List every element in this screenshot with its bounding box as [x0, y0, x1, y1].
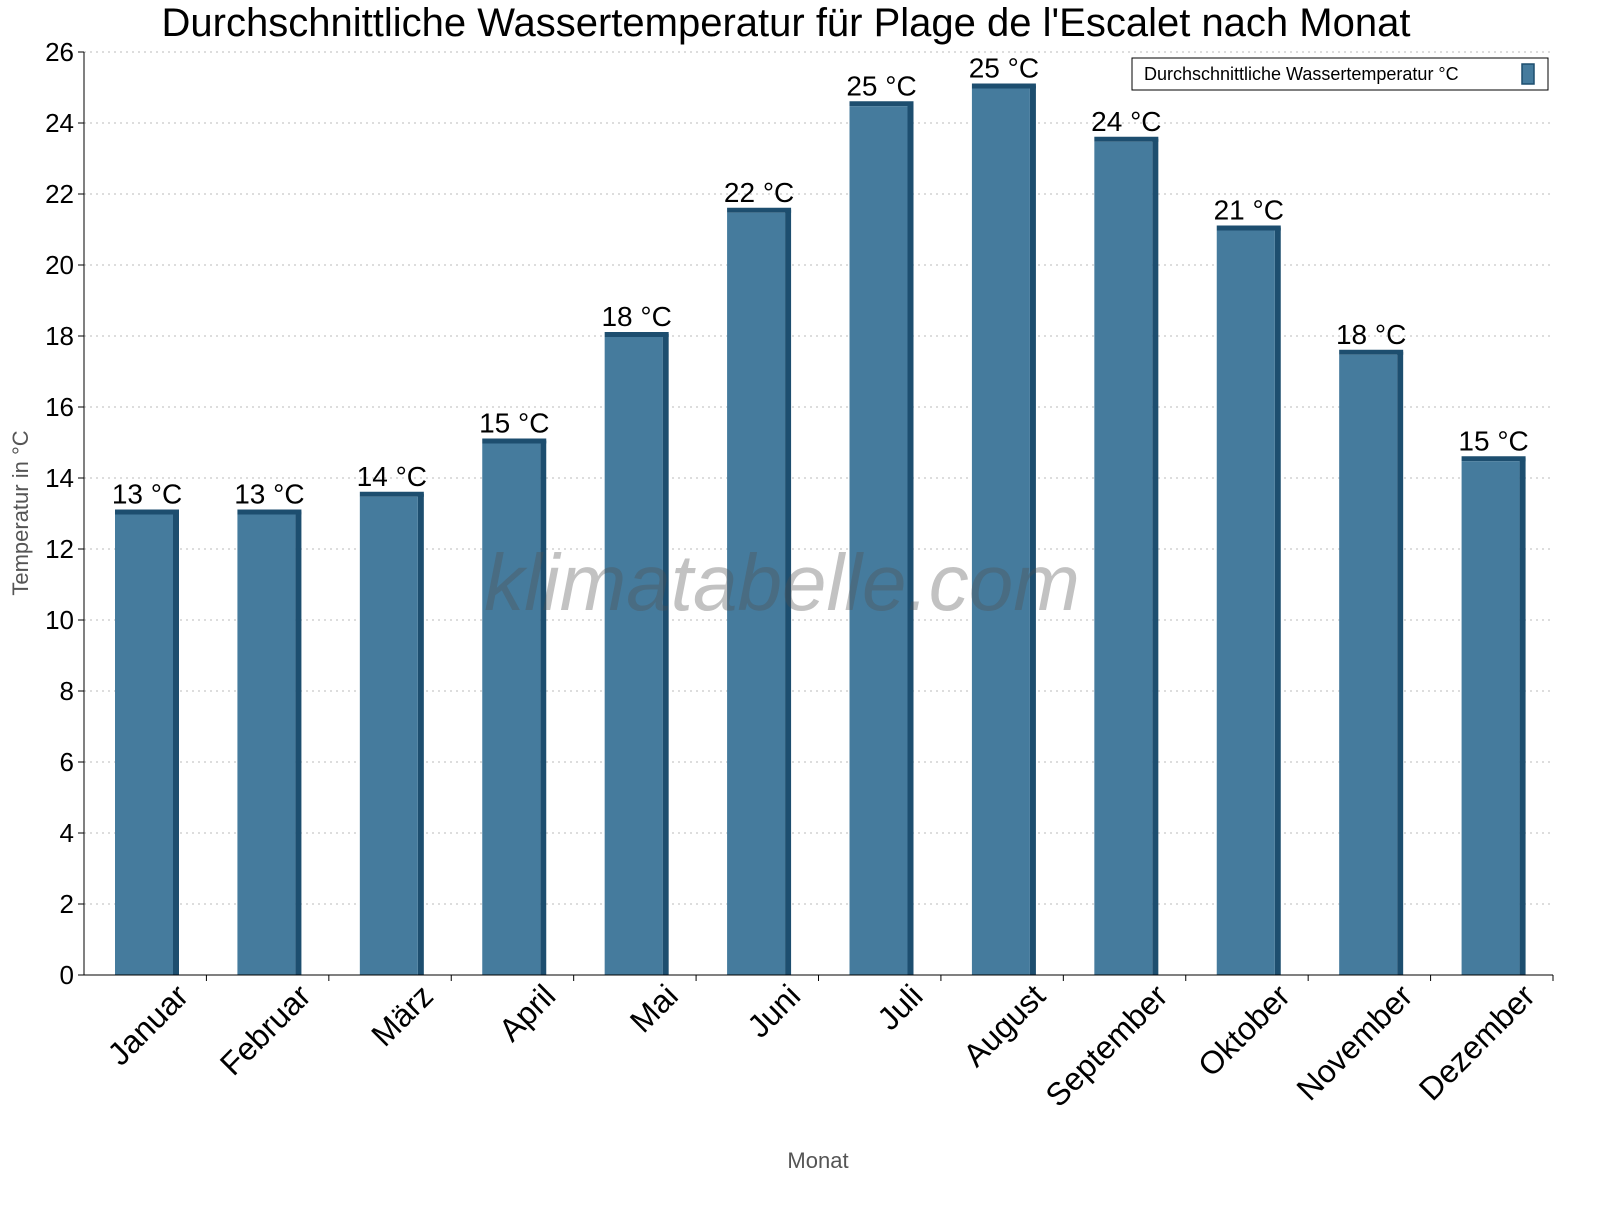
bar-top — [1461, 456, 1526, 462]
bar-group: 25 °C — [846, 70, 917, 975]
bar-side — [1029, 85, 1036, 975]
bar-group: 18 °C — [601, 301, 672, 975]
legend-swatch — [1521, 63, 1535, 85]
bar-side — [1397, 351, 1404, 975]
bar — [1339, 354, 1398, 975]
bar-top — [1339, 349, 1404, 355]
data-label: 24 °C — [1091, 106, 1161, 137]
bar-top — [359, 491, 424, 497]
bar-side — [662, 334, 669, 975]
bar-side — [173, 511, 179, 975]
data-label: 25 °C — [969, 53, 1039, 84]
bar — [727, 212, 786, 975]
bars: 13 °C 13 °C 14 °C 15 °C 18 °C 22 °C 25 °C 25 °C… — [112, 53, 1529, 975]
bar-side — [417, 493, 424, 975]
bar-top — [849, 101, 914, 107]
bar — [115, 514, 173, 975]
y-tick-label: 12 — [45, 534, 74, 564]
y-axis-label: Temperatur in °C — [8, 430, 33, 595]
x-axis-label: Monat — [787, 1148, 848, 1173]
bar-group: 18 °C — [1336, 319, 1406, 975]
bar-group: 22 °C — [724, 177, 794, 975]
bar — [237, 514, 296, 975]
x-tick-label: Februar — [213, 977, 318, 1082]
legend: Durchschnittliche Wassertemperatur °C — [1131, 57, 1549, 91]
x-tick-label: März — [364, 977, 440, 1053]
data-label: 15 °C — [1458, 425, 1528, 456]
data-label: 14 °C — [357, 461, 427, 492]
bar-group: 14 °C — [357, 461, 427, 975]
legend-label: Durchschnittliche Wassertemperatur °C — [1144, 64, 1459, 84]
bar-group: 13 °C — [112, 479, 182, 975]
bar-top — [971, 83, 1036, 89]
bar-top — [1216, 225, 1281, 231]
x-tick-label: August — [956, 977, 1052, 1073]
y-tick-label: 24 — [45, 108, 74, 138]
watermark: klimatabelle.com — [484, 538, 1080, 627]
bar-side — [1274, 227, 1281, 975]
x-tick-label: Mai — [623, 977, 685, 1039]
bar — [604, 337, 663, 975]
bar-top — [482, 438, 547, 444]
bar-top — [237, 509, 302, 515]
bar-top — [604, 332, 669, 337]
bar — [971, 88, 1030, 975]
bar-side — [907, 103, 914, 975]
y-tick-label: 26 — [45, 37, 74, 67]
data-label: 18 °C — [1336, 319, 1406, 350]
bar-side — [785, 209, 792, 975]
x-axis-ticks: Januar Februar März April Mai Juni Juli AugustS… — [101, 975, 1554, 1114]
bar-group: 24 °C — [1091, 106, 1162, 975]
y-tick-label: 16 — [45, 392, 74, 422]
data-label: 22 °C — [724, 177, 794, 208]
x-tick-label: Juli — [870, 977, 929, 1036]
y-tick-label: 22 — [45, 179, 74, 209]
data-label: 13 °C — [234, 479, 304, 510]
bar-group: 21 °C — [1214, 195, 1284, 975]
x-tick-label: Oktober — [1191, 977, 1297, 1083]
x-tick-label: September — [1038, 977, 1174, 1113]
y-tick-label: 14 — [45, 463, 74, 493]
bar — [1461, 461, 1520, 975]
bar-side — [1519, 458, 1526, 975]
x-tick-label: Januar — [101, 977, 196, 1072]
bar-side — [1152, 138, 1159, 975]
bar-side — [295, 511, 302, 975]
y-tick-label: 0 — [60, 960, 74, 990]
y-tick-label: 18 — [45, 321, 74, 351]
x-tick-label: Juni — [740, 977, 807, 1044]
x-tick-label: April — [492, 977, 563, 1048]
y-tick-label: 20 — [45, 250, 74, 280]
y-tick-label: 8 — [60, 676, 74, 706]
y-tick-label: 6 — [60, 747, 74, 777]
data-label: 21 °C — [1214, 195, 1284, 226]
bar — [849, 106, 908, 975]
bar — [1094, 141, 1153, 975]
bar-top — [1094, 136, 1159, 142]
x-tick-label: November — [1289, 977, 1419, 1107]
bar — [482, 443, 541, 975]
bar — [1216, 230, 1275, 975]
bar-side — [540, 440, 547, 975]
data-label: 13 °C — [112, 479, 182, 510]
x-tick-label: Dezember — [1412, 977, 1542, 1107]
y-tick-label: 4 — [60, 818, 74, 848]
bar — [359, 496, 418, 975]
chart-title: Durchschnittliche Wassertemperatur für P… — [162, 1, 1411, 45]
y-tick-label: 10 — [45, 605, 74, 635]
bar-top — [115, 509, 179, 515]
bar-top — [727, 207, 792, 213]
bar-group: 15 °C — [479, 408, 549, 975]
data-label: 15 °C — [479, 408, 549, 439]
bar-group: 25 °C — [969, 53, 1039, 975]
data-label: 18 °C — [601, 301, 671, 332]
data-label: 25 °C — [846, 70, 916, 101]
y-tick-label: 2 — [60, 889, 74, 919]
bar-group: 13 °C — [234, 479, 305, 975]
bar-group: 15 °C — [1458, 425, 1529, 975]
gridlines — [84, 51, 1553, 905]
